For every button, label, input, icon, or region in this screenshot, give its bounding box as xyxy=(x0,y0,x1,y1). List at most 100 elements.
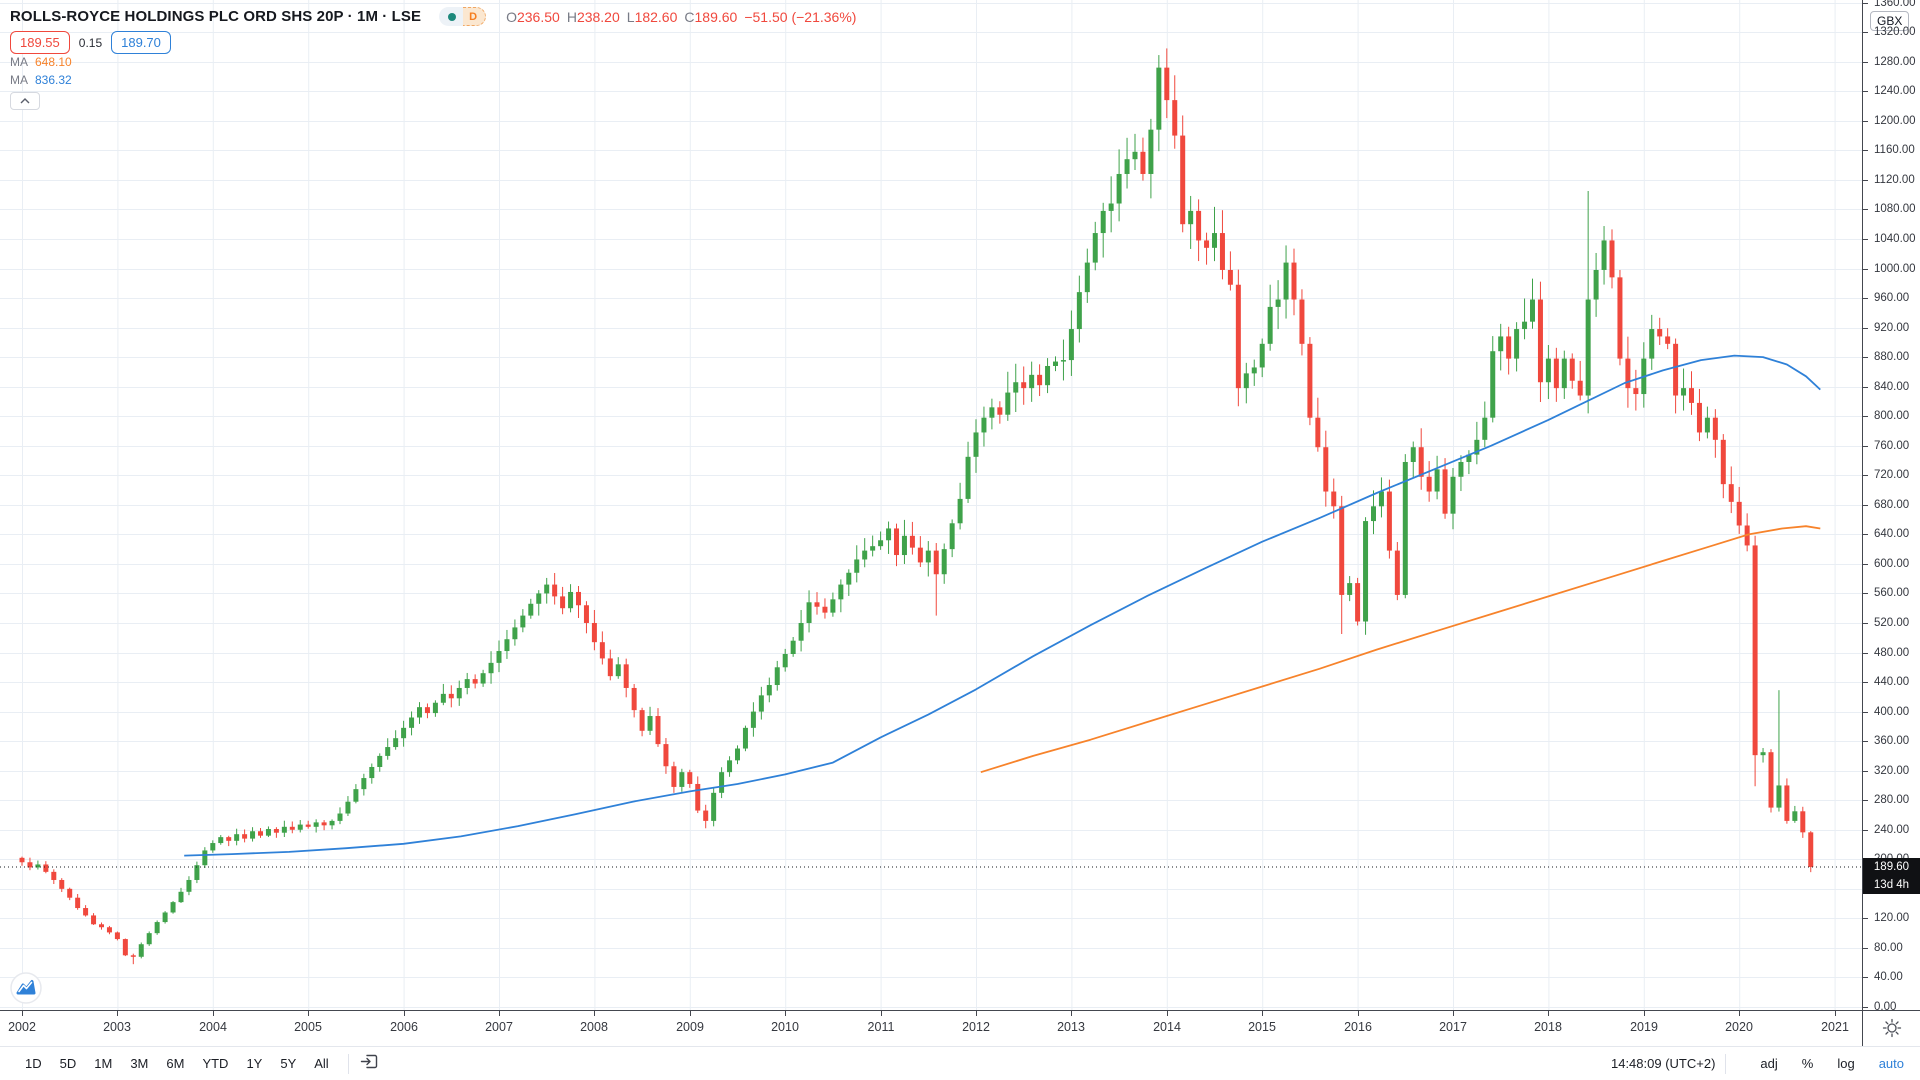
price-axis-tick xyxy=(1863,91,1868,92)
range-button-5Y[interactable]: 5Y xyxy=(280,1056,297,1071)
price-axis-label: 520.00 xyxy=(1874,617,1910,629)
time-axis-tick xyxy=(1071,1011,1072,1016)
candles-layer xyxy=(19,48,1814,965)
price-axis-label: 800.00 xyxy=(1874,410,1910,422)
price-axis-label: 1000.00 xyxy=(1874,263,1916,275)
time-axis-tick xyxy=(881,1011,882,1016)
scale-mode-group: adj% log auto xyxy=(1736,1055,1904,1073)
price-axis-label: 680.00 xyxy=(1874,499,1910,511)
price-axis-tick xyxy=(1863,771,1868,772)
price-axis-tick xyxy=(1863,1007,1868,1008)
time-axis-label-2014: 2014 xyxy=(1153,1020,1181,1034)
price-axis-tick xyxy=(1863,209,1868,210)
time-axis-label-2016: 2016 xyxy=(1344,1020,1372,1034)
price-axis-label: 1160.00 xyxy=(1874,144,1915,156)
price-axis-label: 760.00 xyxy=(1874,440,1910,452)
scale-mode-log[interactable]: log xyxy=(1837,1055,1855,1071)
price-axis-tick xyxy=(1863,830,1868,831)
range-button-YTD[interactable]: YTD xyxy=(202,1056,229,1071)
time-axis-label-2018: 2018 xyxy=(1534,1020,1562,1034)
price-axis-label: 40.00 xyxy=(1874,971,1903,983)
chart-settings-sun-icon[interactable] xyxy=(1881,1017,1903,1039)
price-axis-label: 400.00 xyxy=(1874,706,1910,718)
go-to-date-button[interactable] xyxy=(359,1051,380,1077)
price-axis-label: 560.00 xyxy=(1874,587,1910,599)
range-button-All[interactable]: All xyxy=(314,1056,329,1071)
time-axis-label-2017: 2017 xyxy=(1439,1020,1467,1034)
ask-price-button[interactable]: 189.70 xyxy=(111,31,171,54)
price-axis-tick xyxy=(1863,623,1868,624)
chart-logo-icon xyxy=(10,972,42,1004)
range-button-1M[interactable]: 1M xyxy=(94,1056,113,1071)
time-axis-tick xyxy=(1835,1011,1836,1016)
time-axis-tick xyxy=(976,1011,977,1016)
time-axis-tick xyxy=(1739,1011,1740,1016)
ma-value: 836.32 xyxy=(35,73,72,87)
price-axis-tick xyxy=(1863,239,1868,240)
time-axis-label-2015: 2015 xyxy=(1248,1020,1276,1034)
price-axis-tick xyxy=(1863,180,1868,181)
bar-countdown-flag: 13d 4h xyxy=(1863,876,1920,894)
range-button-1Y[interactable]: 1Y xyxy=(246,1056,263,1071)
grid-layer xyxy=(0,0,1862,1010)
tradingview-logo[interactable] xyxy=(10,972,42,1009)
ohlc-readout: O236.50 H238.20 L182.60 C189.60 −51.50 (−21.… xyxy=(506,9,856,25)
price-axis-label: 440.00 xyxy=(1874,676,1910,688)
scale-mode-auto[interactable]: auto xyxy=(1878,1055,1904,1071)
price-axis-tick xyxy=(1863,32,1868,33)
time-axis-tick xyxy=(1262,1011,1263,1016)
bid-price-button[interactable]: 189.55 xyxy=(10,31,70,54)
price-axis[interactable]: GBX 0.0040.0080.00120.00160.00200.00240.… xyxy=(1863,0,1920,1013)
ma-label: MA xyxy=(10,73,28,87)
collapse-legend-button[interactable] xyxy=(10,92,40,110)
time-axis-tick xyxy=(690,1011,691,1016)
time-axis-label-2021: 2021 xyxy=(1821,1020,1849,1034)
price-axis-tick xyxy=(1863,505,1868,506)
time-axis-label-2007: 2007 xyxy=(485,1020,513,1034)
price-axis-label: 320.00 xyxy=(1874,765,1910,777)
time-axis-label-2009: 2009 xyxy=(676,1020,704,1034)
time-axis[interactable]: 2002 2003 2004 2005 2006 2007 2008 2009 2010 2011… xyxy=(0,1011,1862,1046)
toolbar-divider xyxy=(1725,1053,1727,1074)
price-axis-label: 600.00 xyxy=(1874,558,1910,570)
ohlc-o: O236.50 xyxy=(506,8,560,25)
ohlc-c: C189.60 xyxy=(684,8,738,25)
ma-orange-line xyxy=(980,525,1821,774)
time-axis-label-2002: 2002 xyxy=(8,1020,36,1034)
currency-badge[interactable]: GBX xyxy=(1870,11,1910,31)
price-axis-tick xyxy=(1863,977,1868,978)
scale-mode-percent[interactable]: % xyxy=(1801,1055,1814,1071)
price-axis-label: 1040.00 xyxy=(1874,233,1916,245)
ma-value: 648.10 xyxy=(35,55,72,69)
price-axis-tick xyxy=(1863,446,1868,447)
time-axis-label-2019: 2019 xyxy=(1630,1020,1658,1034)
range-button-3M[interactable]: 3M xyxy=(130,1056,149,1071)
range-button-6M[interactable]: 6M xyxy=(166,1056,185,1071)
time-axis-tick xyxy=(1358,1011,1359,1016)
toolbar-divider xyxy=(347,1053,349,1074)
range-button-5D[interactable]: 5D xyxy=(59,1056,77,1071)
time-axis-tick xyxy=(1453,1011,1454,1016)
daily-badge[interactable]: D xyxy=(463,7,487,26)
indicator-row-ma-1: MA 648.10 xyxy=(10,55,72,69)
time-axis-tick xyxy=(1167,1011,1168,1016)
time-axis-label-2020: 2020 xyxy=(1725,1020,1753,1034)
price-axis-label: 1280.00 xyxy=(1874,56,1916,68)
time-axis-label-2003: 2003 xyxy=(103,1020,131,1034)
range-button-1D[interactable]: 1D xyxy=(25,1056,42,1071)
price-axis-label: 80.00 xyxy=(1874,942,1903,954)
ohlc-h: H238.20 xyxy=(566,8,620,25)
chart-canvas[interactable]: ROLLS-ROYCE HOLDINGS PLC ORD SHS 20P · 1… xyxy=(0,0,1862,1010)
price-axis-label: 480.00 xyxy=(1874,647,1910,659)
time-axis-tick xyxy=(1548,1011,1549,1016)
timeframe-toggle[interactable]: D xyxy=(439,7,487,26)
time-axis-tick xyxy=(213,1011,214,1016)
price-axis-tick xyxy=(1863,121,1868,122)
time-axis-label-2004: 2004 xyxy=(199,1020,227,1034)
price-axis-label: 280.00 xyxy=(1874,794,1910,806)
price-axis-tick xyxy=(1863,682,1868,683)
range-selector: 1D 5D 1M 3M 6M YTD 1Y 5Y All xyxy=(16,1051,380,1077)
scale-mode-adj[interactable]: adj xyxy=(1760,1055,1778,1071)
time-axis-tick xyxy=(404,1011,405,1016)
price-axis-tick xyxy=(1863,712,1868,713)
